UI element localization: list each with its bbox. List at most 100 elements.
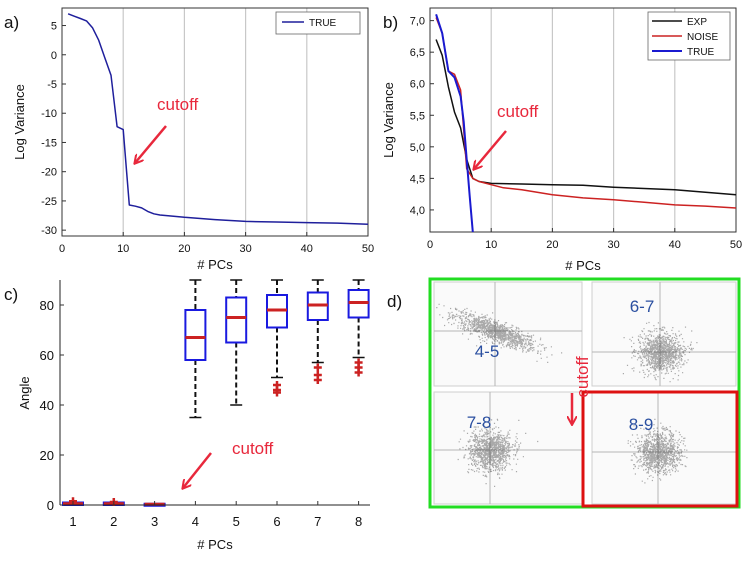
b-y-tick-label: 6,5 bbox=[410, 47, 425, 59]
panel-b-cutoff-label: cutoff bbox=[497, 102, 539, 121]
a-x-tick-label: 30 bbox=[239, 243, 251, 255]
c-y-tick-label: 80 bbox=[40, 298, 54, 313]
b-y-tick-label: 5,0 bbox=[410, 142, 425, 154]
c-outlier bbox=[354, 368, 363, 377]
c-y-tick-label: 20 bbox=[40, 448, 54, 463]
c-outlier bbox=[313, 376, 322, 384]
panel-b-y-ticks: 4,0 4,5 5,0 5,5 6,0 6,5 7,0 bbox=[410, 16, 434, 217]
c-y-tick-label: 40 bbox=[40, 398, 54, 413]
panel-a-legend-box bbox=[275, 11, 361, 35]
b-x-tick-label: 10 bbox=[485, 239, 497, 251]
b-y-tick-label: 5,5 bbox=[410, 110, 425, 122]
a-y-tick-label: -15 bbox=[41, 137, 57, 149]
b-y-tick-label: 6,0 bbox=[410, 79, 425, 91]
b-y-tick-label: 7,0 bbox=[410, 16, 425, 28]
c-x-tick-label: 7 bbox=[314, 514, 321, 529]
a-y-tick-label: 0 bbox=[51, 50, 57, 62]
d-subplot-bg bbox=[433, 281, 583, 387]
d-subplot-bg bbox=[591, 281, 737, 387]
a-y-tick-label: 5 bbox=[51, 21, 57, 33]
c-x-tick-label: 1 bbox=[69, 514, 76, 529]
d-subplot-bg bbox=[433, 391, 583, 505]
b-series-true bbox=[435, 13, 474, 233]
a-x-tick-label: 50 bbox=[362, 243, 374, 255]
panel-a-cutoff-arrow bbox=[135, 125, 167, 163]
panel-b-legend: EXP NOISE TRUE bbox=[647, 11, 731, 61]
panel-d-label: d) bbox=[387, 292, 402, 311]
panel-a-grid bbox=[122, 8, 308, 236]
a-x-tick-label: 10 bbox=[117, 243, 129, 255]
d-subplot-4-5: 4-5 bbox=[433, 281, 583, 387]
panel-c-label: c) bbox=[4, 285, 18, 304]
panel-b-series bbox=[435, 13, 737, 233]
a-x-tick-label: 20 bbox=[178, 243, 190, 255]
panel-b-legend-label-true: TRUE bbox=[687, 47, 715, 58]
b-x-tick-label: 0 bbox=[427, 239, 433, 251]
panel-c: c) 1 2 3 4 5 6 7 8 0 20 40 60 80 # PCs Angle cutoff bbox=[4, 279, 370, 552]
panel-b-y-axis-label: Log Variance bbox=[381, 82, 396, 158]
c-x-tick-label: 4 bbox=[192, 514, 199, 529]
d-subplot-points bbox=[622, 321, 698, 383]
d-subplot-points bbox=[457, 418, 539, 487]
panel-b-cutoff-arrow bbox=[474, 130, 507, 169]
c-y-tick-label: 0 bbox=[47, 498, 54, 513]
panel-a-legend: TRUE bbox=[275, 11, 361, 35]
b-x-tick-label: 40 bbox=[669, 239, 681, 251]
a-x-tick-label: 40 bbox=[301, 243, 313, 255]
a-series-true bbox=[67, 13, 369, 226]
c-x-tick-label: 5 bbox=[233, 514, 240, 529]
panel-a-legend-label-true: TRUE bbox=[309, 18, 337, 29]
a-y-tick-label: -30 bbox=[41, 225, 57, 237]
panel-a: a) 0 10 20 30 40 50 50-5-10-15-20-25-30 # PCs… bbox=[4, 7, 374, 272]
c-x-tick-label: 2 bbox=[110, 514, 117, 529]
panel-c-x-ticks: 1 2 3 4 5 6 7 8 bbox=[69, 501, 362, 529]
panel-c-y-ticks: 0 20 40 60 80 bbox=[40, 298, 64, 513]
panel-b-x-axis-label: # PCs bbox=[565, 258, 601, 273]
panel-a-y-axis-label: Log Variance bbox=[12, 84, 27, 160]
b-series-exp bbox=[435, 39, 737, 196]
panel-a-series bbox=[67, 13, 369, 226]
b-x-tick-label: 50 bbox=[730, 239, 742, 251]
d-subplot-label: 4-5 bbox=[475, 342, 500, 361]
b-x-tick-label: 30 bbox=[607, 239, 619, 251]
c-box-rect bbox=[184, 309, 207, 361]
a-y-tick-label: -25 bbox=[41, 196, 57, 208]
c-x-tick-label: 3 bbox=[151, 514, 158, 529]
panel-a-cutoff-label: cutoff bbox=[157, 95, 199, 114]
c-box-7 bbox=[306, 279, 329, 384]
panel-a-y-ticks: 5 0 -5 -10 -15 -20 -25 -30 bbox=[41, 21, 66, 237]
panel-c-cutoff-arrow bbox=[183, 452, 212, 488]
panel-b-legend-label-exp: EXP bbox=[687, 17, 707, 28]
panel-d-cutoff-label: cutoff bbox=[573, 356, 592, 398]
d-subplot-points bbox=[627, 418, 688, 484]
panel-b-legend-label-noise: NOISE bbox=[687, 32, 718, 43]
c-box-rect bbox=[225, 296, 248, 344]
c-box-5 bbox=[225, 279, 248, 406]
a-y-tick-label: -20 bbox=[41, 167, 57, 179]
d-subplot-label: 6-7 bbox=[630, 297, 655, 316]
c-box-8 bbox=[347, 279, 370, 377]
c-box-4 bbox=[184, 279, 207, 419]
panel-a-x-ticks: 0 10 20 30 40 50 bbox=[59, 232, 374, 255]
panel-c-boxes bbox=[62, 279, 370, 507]
a-y-tick-label: -10 bbox=[41, 108, 57, 120]
d-subplot-7-8: 7-8 bbox=[433, 391, 583, 505]
panel-b-label: b) bbox=[383, 13, 398, 32]
d-subplot-points bbox=[436, 303, 563, 363]
a-y-tick-label: -5 bbox=[47, 79, 57, 91]
a-x-tick-label: 0 bbox=[59, 243, 65, 255]
b-y-tick-label: 4,5 bbox=[410, 173, 425, 185]
panel-b-frame bbox=[429, 7, 737, 233]
b-x-tick-label: 20 bbox=[546, 239, 558, 251]
panel-c-cutoff-label: cutoff bbox=[232, 439, 274, 458]
c-x-tick-label: 6 bbox=[273, 514, 280, 529]
panel-a-label: a) bbox=[4, 13, 19, 32]
panel-b-x-ticks: 0 10 20 30 40 50 bbox=[427, 228, 742, 251]
b-y-tick-label: 4,0 bbox=[410, 205, 425, 217]
panel-d: d) 4-5 6-7 7-8 8-9 cutoff bbox=[387, 277, 741, 509]
c-outlier bbox=[273, 388, 281, 397]
c-box-6 bbox=[266, 279, 288, 397]
d-subplot-label: 7-8 bbox=[467, 413, 492, 432]
panel-b: b) 0 10 20 30 40 50 4,0 4,5 5,0 5,5 6,0 6,5 7,0 # P… bbox=[381, 7, 742, 273]
